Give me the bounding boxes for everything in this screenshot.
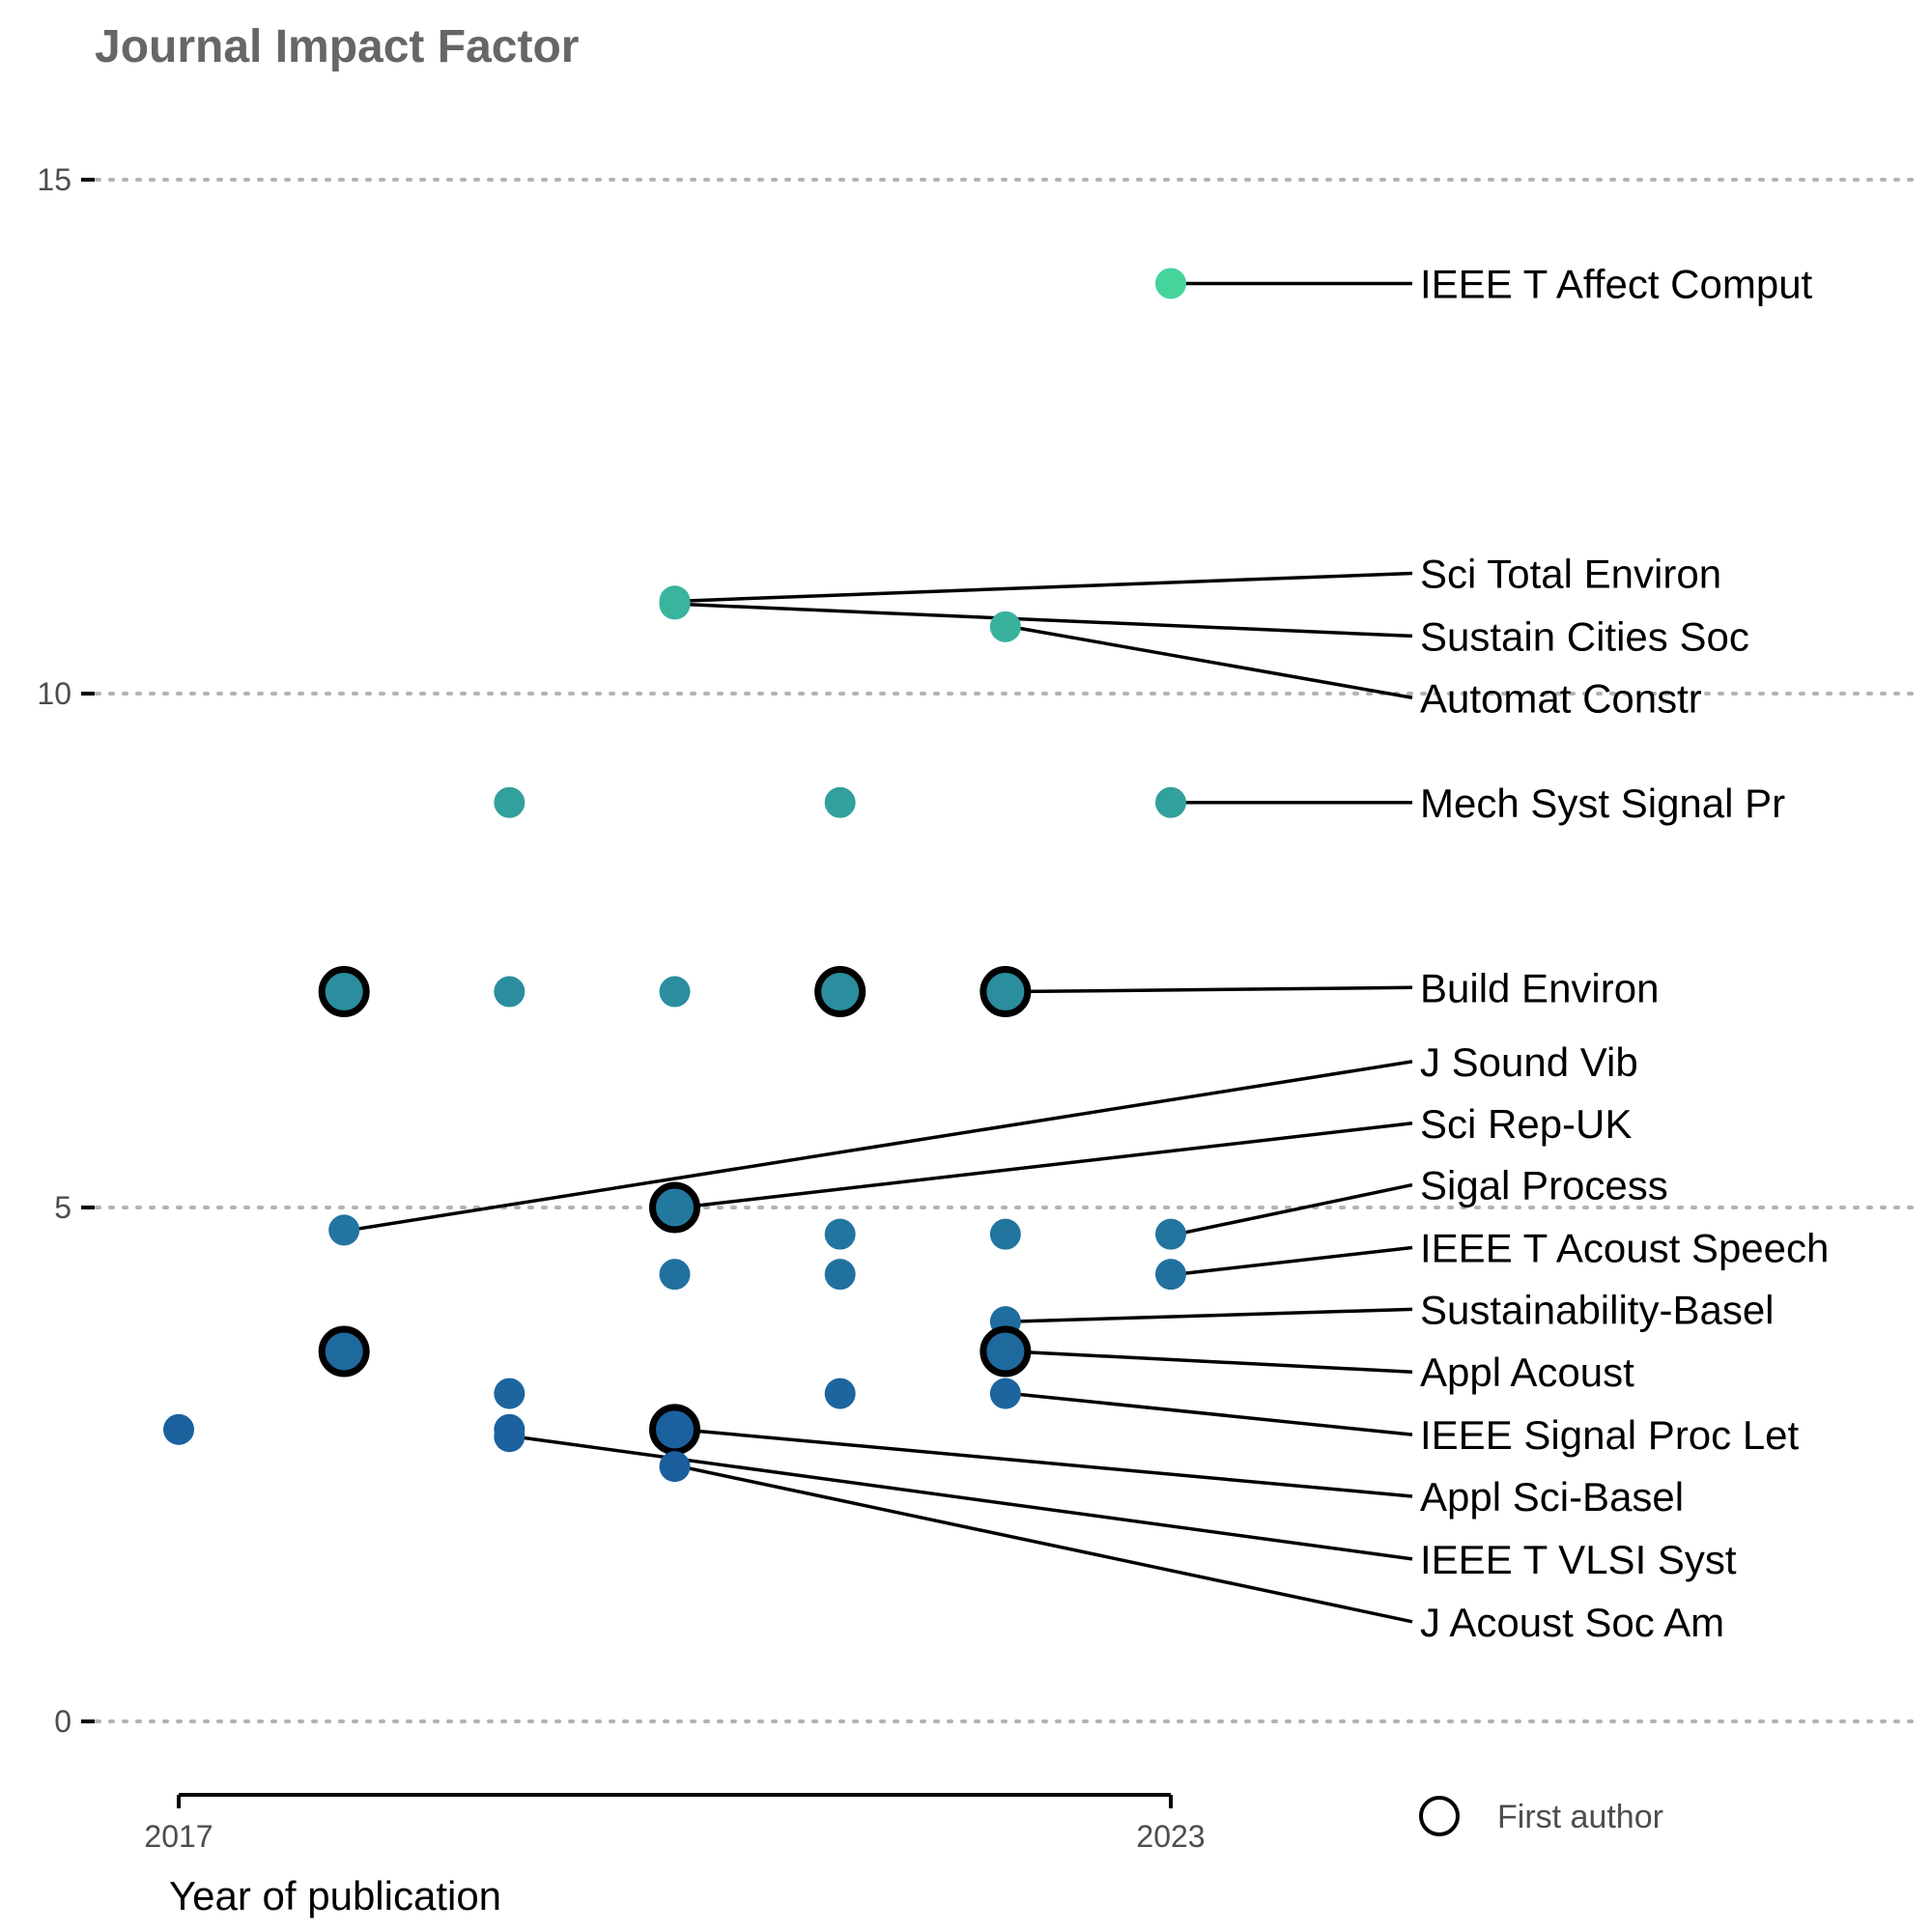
leader-line-ieee-signal-proc-let (1010, 1391, 1413, 1436)
journal-labels: IEEE T Affect Comput Sci Total Environ Sus… (1420, 261, 1829, 1644)
leader-line-appl-acoust (1010, 1350, 1413, 1374)
y-axis: 0 5 10 15 (37, 162, 95, 1739)
point (1155, 786, 1186, 818)
leader-line-ieee-t-acoust-speech (1176, 1245, 1413, 1276)
point (989, 1378, 1021, 1409)
y-tick-label-5: 5 (54, 1190, 71, 1225)
chart-title: Journal Impact Factor (95, 21, 579, 72)
leader-line-j-sound-vib (349, 1060, 1413, 1233)
point-first-author (318, 1325, 370, 1378)
point (1155, 1259, 1186, 1291)
point-first-author (814, 966, 867, 1018)
point (659, 1259, 691, 1291)
point (989, 611, 1021, 642)
label-mech-syst-signal-pr: Mech Syst Signal Pr (1420, 781, 1785, 826)
point (824, 1259, 856, 1291)
point (1155, 1218, 1186, 1250)
leader-line-sigal-process (1176, 1182, 1413, 1236)
x-axis-label: Year of publication (169, 1873, 501, 1918)
point-first-author (318, 966, 370, 1018)
x-tick-label-2023: 2023 (1136, 1819, 1205, 1854)
label-appl-acoust: Appl Acoust (1420, 1350, 1634, 1395)
point-first-author (980, 1325, 1032, 1378)
leader-line-sci-rep-uk (680, 1122, 1413, 1209)
point (494, 1421, 526, 1453)
point (494, 1378, 526, 1409)
label-sci-rep-uk: Sci Rep-UK (1420, 1101, 1632, 1147)
point (824, 786, 856, 818)
leader-line-sustain-cities-soc (680, 602, 1413, 639)
point (824, 1218, 856, 1250)
label-appl-sci-basel: Appl Sci-Basel (1420, 1474, 1684, 1520)
label-ieee-signal-proc-let: IEEE Signal Proc Let (1420, 1412, 1800, 1458)
leader-line-build-environ (1010, 985, 1413, 994)
point-first-author (649, 1181, 700, 1234)
point (824, 1378, 856, 1409)
y-tick-label-15: 15 (37, 162, 71, 197)
leader-line-automat-constr (1010, 625, 1413, 699)
point (494, 786, 526, 818)
x-tick-label-2017: 2017 (144, 1819, 213, 1854)
label-j-acoust-soc-am: J Acoust Soc Am (1420, 1600, 1724, 1645)
leader-line-j-acoust-soc-am (680, 1464, 1413, 1624)
label-sigal-process: Sigal Process (1420, 1163, 1668, 1208)
label-leader-lines (349, 281, 1413, 1624)
point (659, 588, 691, 620)
label-ieee-t-acoust-speech: IEEE T Acoust Speech (1420, 1225, 1829, 1270)
leader-line-sci-total-environ (680, 571, 1413, 603)
point (494, 976, 526, 1008)
point-first-author (980, 966, 1032, 1018)
legend: First author (1419, 1796, 1663, 1836)
y-tick-label-0: 0 (54, 1704, 71, 1739)
legend-first-author-label: First author (1497, 1799, 1663, 1835)
label-j-sound-vib: J Sound Vib (1420, 1039, 1638, 1085)
point (659, 1451, 691, 1483)
label-sci-total-environ: Sci Total Environ (1420, 552, 1721, 597)
point (163, 1413, 194, 1445)
point-first-author (649, 1404, 700, 1456)
x-axis: 2017 2023 (144, 1793, 1206, 1854)
label-sustainability-basel: Sustainability-Basel (1420, 1287, 1775, 1332)
point (1155, 268, 1186, 299)
point (659, 976, 691, 1008)
leader-line-appl-sci-basel (680, 1428, 1413, 1498)
label-ieee-t-vlsi-syst: IEEE T VLSI Syst (1420, 1537, 1737, 1582)
label-ieee-t-affect-comput: IEEE T Affect Comput (1420, 261, 1813, 306)
legend-first-author-symbol (1419, 1796, 1460, 1836)
label-build-environ: Build Environ (1420, 965, 1659, 1010)
leader-line-sustainability-basel (1010, 1307, 1413, 1323)
label-sustain-cities-soc: Sustain Cities Soc (1420, 613, 1749, 659)
point (989, 1218, 1021, 1250)
data-points (163, 268, 1186, 1483)
point (328, 1214, 360, 1246)
label-automat-constr: Automat Constr (1420, 675, 1702, 721)
y-tick-label-10: 10 (37, 676, 71, 711)
